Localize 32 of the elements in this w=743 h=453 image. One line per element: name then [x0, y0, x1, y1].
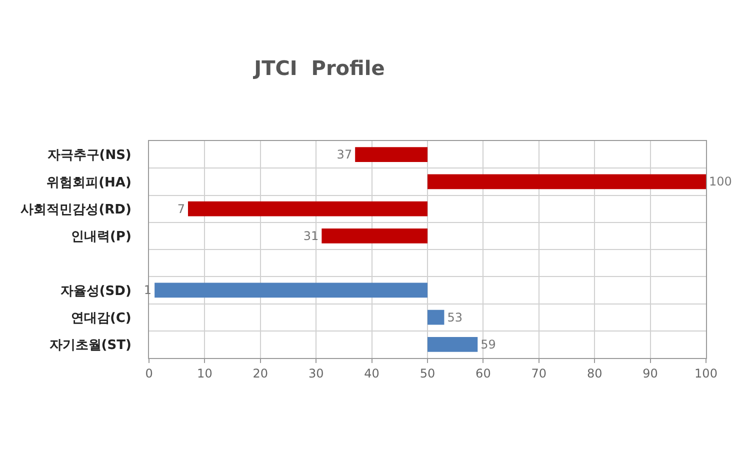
x-tick-label: 100: [694, 366, 718, 380]
data-label: 31: [303, 228, 319, 243]
data-label: 37: [336, 148, 352, 162]
x-tick-label: 30: [308, 366, 324, 380]
bar: [355, 147, 428, 162]
x-tick-label: 0: [145, 366, 153, 380]
y-tick-label: 자극추구(NS): [47, 148, 132, 164]
x-tick-label: 40: [364, 366, 380, 380]
bar: [322, 228, 428, 244]
data-label: 7: [177, 202, 185, 216]
data-label: 59: [480, 337, 496, 352]
chart-title: JTCI Profile: [252, 56, 385, 80]
y-tick-label: 위험회피(HA): [46, 175, 132, 190]
bar: [428, 336, 478, 352]
x-tick-label: 50: [420, 366, 436, 380]
y-tick-label: 연대감(C): [70, 310, 132, 326]
data-label: 53: [447, 310, 462, 324]
x-tick-label: 80: [586, 366, 602, 380]
bar: [154, 282, 428, 298]
y-tick-label: 인내력(P): [70, 229, 132, 244]
bar: [428, 310, 444, 325]
data-label: 100: [709, 174, 732, 189]
x-tick-label: 90: [642, 366, 658, 380]
y-tick-label: 자율성(SD): [60, 284, 132, 299]
x-tick-label: 70: [531, 366, 547, 380]
bar: [428, 174, 706, 190]
x-tick-label: 10: [197, 366, 212, 380]
y-tick-label: 자기초월(ST): [49, 338, 132, 353]
x-tick-label: 60: [476, 366, 491, 380]
x-tick-label: 20: [252, 366, 268, 380]
y-tick-label: 사회적민감성(RD): [20, 202, 132, 218]
bar: [188, 201, 428, 216]
